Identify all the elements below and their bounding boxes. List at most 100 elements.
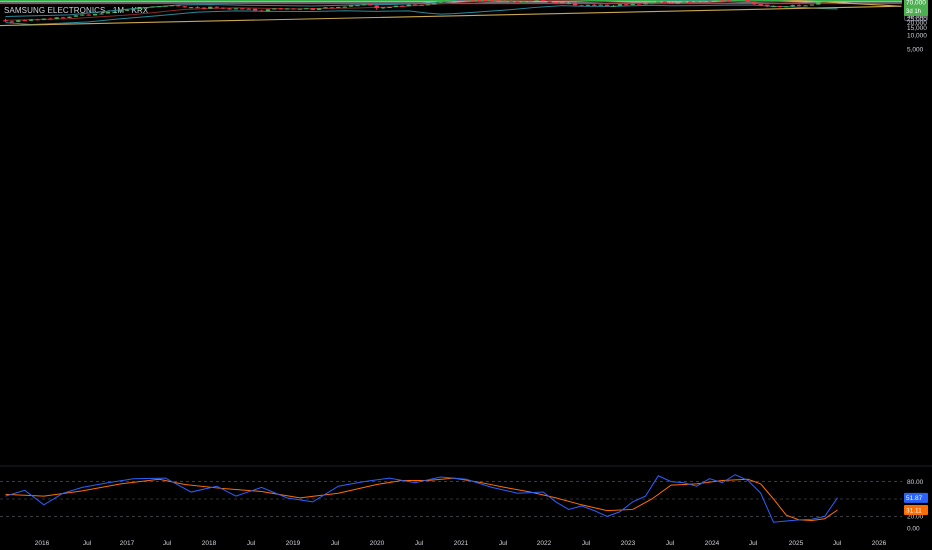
candle-body[interactable] [220, 7, 226, 9]
candle-body[interactable] [361, 4, 367, 6]
candle-body[interactable] [662, 1, 667, 3]
candle-body[interactable] [201, 7, 207, 9]
candle-body[interactable] [547, 1, 552, 3]
candle-body[interactable] [368, 4, 373, 6]
candle-body[interactable] [630, 3, 635, 5]
candle-body[interactable] [227, 8, 232, 10]
candle-body[interactable] [284, 8, 290, 10]
candle-body[interactable] [649, 1, 655, 4]
candle-body[interactable] [636, 3, 642, 5]
candle-body[interactable] [310, 8, 315, 10]
candle-body[interactable] [668, 2, 674, 4]
candle-body[interactable] [393, 5, 399, 7]
candle-body[interactable] [688, 1, 693, 3]
candle-body[interactable] [124, 9, 130, 11]
candle-body[interactable] [336, 6, 341, 8]
candle-body[interactable] [585, 4, 591, 6]
candle-body[interactable] [233, 8, 239, 10]
candle-body[interactable] [771, 6, 776, 8]
candle-body[interactable] [291, 8, 296, 10]
candle-body[interactable] [432, 2, 437, 5]
candle-body[interactable] [598, 4, 603, 6]
candle-body[interactable] [496, 0, 501, 2]
candle-body[interactable] [412, 4, 418, 6]
candle-body[interactable] [681, 1, 687, 3]
candle-body[interactable] [803, 5, 808, 7]
candle-body[interactable] [796, 5, 802, 7]
candle-body[interactable] [700, 0, 706, 2]
candle-body[interactable] [105, 11, 111, 14]
candle-body[interactable] [508, 1, 514, 3]
candle-body[interactable] [374, 5, 379, 9]
candle-body[interactable] [540, 0, 546, 2]
candle-body[interactable] [387, 6, 392, 8]
candle-body[interactable] [553, 2, 559, 4]
candle-body[interactable] [188, 7, 194, 9]
candle-body[interactable] [502, 0, 507, 2]
candle-body[interactable] [169, 5, 175, 7]
candle-body[interactable] [80, 14, 85, 16]
candle-body[interactable] [752, 1, 757, 5]
candle-body[interactable] [515, 1, 520, 3]
candle-body[interactable] [182, 6, 187, 8]
candle-body[interactable] [419, 4, 424, 6]
candle-body[interactable] [483, 0, 488, 2]
candle-body[interactable] [9, 21, 15, 23]
candle-body[interactable] [131, 8, 136, 10]
candle-body[interactable] [643, 3, 648, 5]
candle-body[interactable] [348, 5, 354, 7]
candle-body[interactable] [137, 8, 143, 10]
candle-body[interactable] [758, 4, 763, 6]
candle-body[interactable] [112, 11, 117, 13]
candle-body[interactable] [54, 17, 59, 19]
candle-body[interactable] [611, 5, 616, 7]
candle-body[interactable] [675, 2, 680, 4]
descending-trendline[interactable] [754, 0, 902, 7]
candle-body[interactable] [521, 1, 527, 3]
candle-body[interactable] [208, 6, 213, 9]
candle-body[interactable] [528, 1, 533, 3]
candle-body[interactable] [732, 0, 738, 1]
ascending-trendline[interactable] [0, 5, 902, 27]
candle-body[interactable] [809, 4, 815, 6]
candle-body[interactable] [745, 0, 751, 2]
candle-body[interactable] [604, 4, 610, 7]
candle-body[interactable] [579, 5, 584, 7]
candle-body[interactable] [60, 17, 66, 19]
candle-body[interactable] [464, 0, 469, 1]
candle-body[interactable] [476, 0, 482, 1]
candle-body[interactable] [592, 4, 597, 6]
candle-body[interactable] [329, 7, 335, 9]
candle-body[interactable] [777, 6, 783, 8]
candle-body[interactable] [144, 7, 149, 9]
candle-body[interactable] [240, 8, 245, 10]
candle-body[interactable] [297, 8, 303, 10]
candle-body[interactable] [22, 20, 27, 22]
candle-body[interactable] [713, 0, 719, 2]
candle-body[interactable] [99, 13, 104, 15]
candle-body[interactable] [48, 18, 53, 20]
candle-body[interactable] [3, 20, 8, 22]
candle-body[interactable] [214, 6, 219, 8]
candle-body[interactable] [560, 2, 565, 4]
candle-body[interactable] [41, 18, 47, 20]
candle-body[interactable] [73, 15, 79, 17]
candle-body[interactable] [489, 0, 495, 2]
candle-body[interactable] [764, 4, 770, 7]
candle-body[interactable] [259, 10, 264, 12]
candle-body[interactable] [246, 8, 251, 10]
candle-body[interactable] [86, 14, 91, 16]
candle-body[interactable] [444, 0, 450, 2]
candle-body[interactable] [92, 13, 98, 16]
candle-body[interactable] [16, 20, 21, 22]
candle-body[interactable] [816, 2, 821, 5]
candle-body[interactable] [380, 7, 386, 9]
candle-body[interactable] [726, 0, 731, 2]
candle-body[interactable] [572, 2, 578, 6]
candle-body[interactable] [438, 1, 443, 3]
candle-body[interactable] [35, 19, 40, 21]
candle-body[interactable] [617, 4, 623, 6]
candle-body[interactable] [425, 4, 431, 6]
candle-body[interactable] [304, 8, 309, 10]
